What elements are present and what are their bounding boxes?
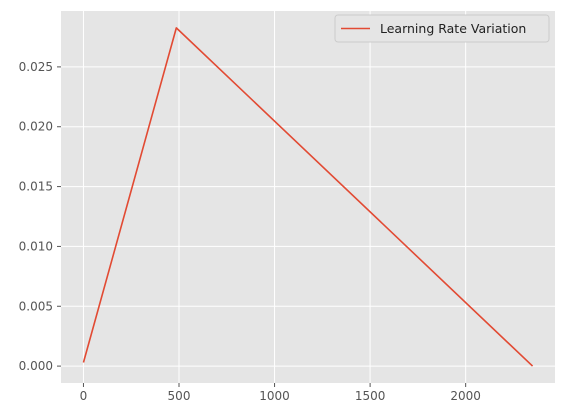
y-tick-label: 0.015 [19,180,53,194]
y-tick-label: 0.005 [19,299,53,313]
grid-lines [61,11,555,383]
y-tick-label: 0.010 [19,239,53,253]
legend-label: Learning Rate Variation [380,21,526,36]
plot-area-background [61,11,555,383]
x-tick-label: 1500 [355,389,386,403]
y-tick-label: 0.020 [19,120,53,134]
series-group [82,27,534,367]
legend: Learning Rate Variation [334,14,550,43]
x-tick-label: 500 [168,389,191,403]
legend-box [334,14,550,43]
x-tick-label: 2000 [450,389,481,403]
y-axis-ticks: 0.000 0.005 0.010 0.015 0.020 0.025 [19,60,61,373]
series-line-learning-rate-variation [82,27,534,367]
x-tick-label: 1000 [259,389,290,403]
x-tick-label: 0 [80,389,88,403]
x-axis-ticks: 0 500 1000 1500 2000 [80,383,481,403]
y-tick-label: 0.025 [19,60,53,74]
y-tick-label: 0.000 [19,359,53,373]
